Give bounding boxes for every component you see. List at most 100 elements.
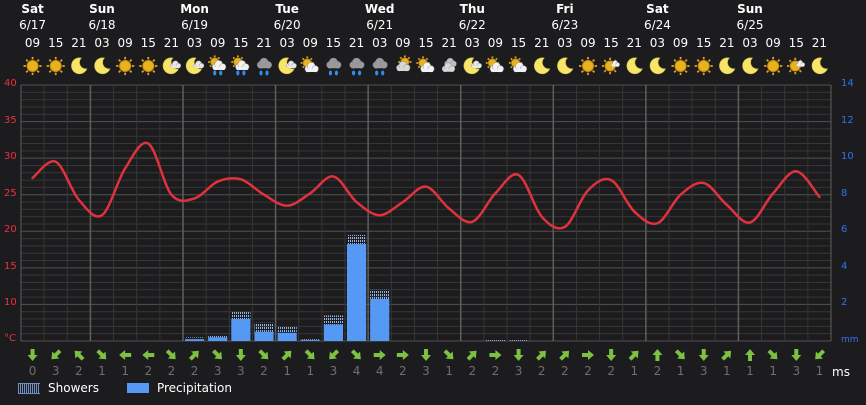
precipitation-bar <box>323 324 343 341</box>
sun-ray <box>777 70 781 74</box>
moon-cloud-icon <box>463 57 482 75</box>
sun-disc <box>674 60 687 72</box>
cloud-icon <box>286 60 297 69</box>
cloud-icon <box>489 62 504 73</box>
sun-icon <box>694 56 713 76</box>
sun-ray <box>407 56 411 60</box>
sun-disc <box>697 60 710 72</box>
cloud-icon <box>441 62 456 72</box>
precipitation-bar <box>254 331 274 341</box>
wind-speed: 0 <box>28 364 37 378</box>
wind-speed: 1 <box>769 364 777 378</box>
sun-ray <box>603 69 607 73</box>
sun-disc <box>26 60 39 72</box>
sun-small-cloud-icon <box>787 57 806 75</box>
sun-ray <box>788 69 792 73</box>
moon-icon <box>811 57 828 75</box>
cloud-icon <box>396 61 411 72</box>
sun-icon <box>46 56 65 76</box>
cloud-base <box>490 68 503 72</box>
hour-label: 09 <box>395 36 411 50</box>
wind-speed: 2 <box>653 364 662 378</box>
wind-unit: ms <box>832 365 850 379</box>
hour-label: 03 <box>464 36 480 50</box>
sun-icon <box>578 56 598 76</box>
moon-icon <box>811 57 828 75</box>
sun-ray <box>510 65 513 69</box>
sun-disc <box>49 60 62 72</box>
showers-bar <box>231 311 251 320</box>
sun-ray <box>707 70 711 74</box>
precipitation-tick-label: 8 <box>841 187 848 199</box>
hour-label: 15 <box>696 36 712 50</box>
wind-speed: 2 <box>468 364 477 378</box>
cloud-icon <box>256 57 272 69</box>
moon-icon <box>719 57 736 75</box>
sun-icon <box>139 56 158 76</box>
date-label: 6/23 <box>551 18 579 32</box>
wind-arrow-up-right-icon <box>628 350 639 361</box>
raindrop-icon <box>381 70 385 76</box>
sun-ray <box>766 70 770 74</box>
wind-speed: 2 <box>144 364 153 378</box>
wind-speed: 1 <box>630 364 639 378</box>
wind-speed: 3 <box>422 364 430 378</box>
raindrop-icon <box>357 70 362 76</box>
cloud-rain-icon <box>326 57 342 76</box>
sun-cloud-icon <box>300 56 319 73</box>
precipitation-bar <box>208 337 228 341</box>
hour-label: 21 <box>348 36 365 50</box>
wind-arrow-left-icon <box>142 350 155 360</box>
moon-icon <box>626 57 643 75</box>
wind-speed: 2 <box>607 364 615 378</box>
raindrop-icon <box>375 70 379 76</box>
hour-label: 09 <box>117 36 133 50</box>
day-label: Mon <box>180 2 209 16</box>
wind-arrow-down-icon <box>421 349 431 361</box>
wind-arrow-right-icon <box>582 350 594 360</box>
wind-speed: 1 <box>121 364 129 378</box>
wind-arrow-down-icon <box>698 349 709 361</box>
sun-ray <box>580 70 584 74</box>
date-label: 6/18 <box>88 18 116 32</box>
sun-cloud-icon <box>485 56 504 73</box>
date-label: 6/24 <box>643 18 671 32</box>
wind-arrow-right-icon <box>373 350 386 360</box>
day-label: Tue <box>275 2 299 16</box>
hour-label: 21 <box>719 36 735 50</box>
moon-icon <box>649 57 666 75</box>
sun-ray <box>673 58 677 62</box>
precipitation-unit: mm <box>841 335 859 345</box>
hour-label: 03 <box>186 36 203 50</box>
sun-ray <box>209 56 212 60</box>
wind-speed: 3 <box>514 364 523 378</box>
sun-ray <box>129 70 133 74</box>
temperature-tick-label: 30 <box>4 151 17 163</box>
cloud-base <box>611 64 620 67</box>
day-label: Sun <box>89 2 115 16</box>
wind-arrow-up-right-icon <box>281 350 292 361</box>
hour-label: 03 <box>742 36 758 50</box>
date-label: 6/25 <box>736 18 764 32</box>
sun-ray <box>603 59 607 63</box>
sun-ray <box>59 58 63 62</box>
cloud-base <box>213 66 226 70</box>
hour-label: 21 <box>626 36 642 50</box>
sun-ray <box>36 58 40 62</box>
hour-label: 03 <box>372 36 388 50</box>
showers-bar <box>254 322 274 332</box>
wind-speed: 3 <box>792 364 801 378</box>
sun-disc <box>142 60 155 72</box>
cloud-base <box>472 65 482 68</box>
hour-label: 15 <box>510 36 527 50</box>
wind-speed: 1 <box>723 364 731 378</box>
cloud-base <box>258 64 271 69</box>
raindrop-icon <box>334 70 339 76</box>
wind-arrow-up-right-icon <box>536 350 546 361</box>
hour-label: 09 <box>765 36 781 50</box>
showers-bar <box>347 234 367 245</box>
temperature-tick-label: 25 <box>4 187 17 199</box>
cloud-base <box>286 65 296 68</box>
raindrop-icon <box>351 70 356 76</box>
